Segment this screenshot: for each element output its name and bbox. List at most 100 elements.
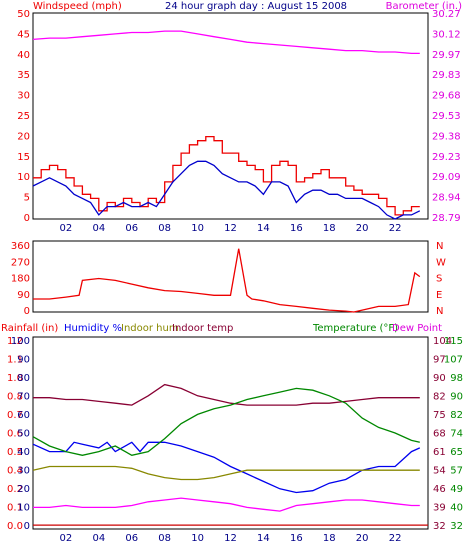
rainfall-tick-label: 0.0: [7, 521, 23, 532]
indoor-temp-tick-label: 75: [433, 410, 446, 421]
temperature-tick-label: 57: [450, 466, 463, 477]
barometer-line: [32, 30, 420, 55]
temperature-tick-labels: 32 40 49 57 65 74 82 90 98 107 115: [444, 336, 463, 532]
humidity-tick-label: 0: [24, 521, 30, 532]
windspeed-tick-label: 25: [17, 111, 30, 122]
time-tick-label-bottom: 14: [257, 533, 270, 544]
compass-tick-label: S: [436, 274, 442, 285]
time-tick-label-bottom: 12: [224, 533, 237, 544]
compass-tick-label: N: [436, 306, 443, 317]
rainfall-tick-labels: 0.0 0.1 0.2 0.4 0.5 0.6 0.7 0.8 1.0 1.1 1.2: [7, 336, 23, 532]
indoor-temp-tick-label: 54: [433, 466, 446, 477]
wind-panel-series: [32, 30, 421, 220]
time-tick-label: 16: [290, 223, 303, 234]
windspeed-tick-label: 15: [17, 152, 30, 163]
temperature-tick-label: 74: [450, 429, 463, 440]
time-tick-label-bottom: 06: [125, 533, 138, 544]
barometer-tick-label: 30.27: [432, 9, 461, 20]
rainfall-tick-label: 0.4: [7, 466, 23, 477]
windspeed-tick-label: 20: [17, 131, 30, 142]
indoor_temp-line: [33, 383, 420, 406]
windspeed-tick-label: 45: [17, 29, 30, 40]
rainfall-axis-label: Rainfall (in): [1, 323, 58, 334]
rainfall-tick-label: 1.0: [7, 373, 23, 384]
temperature-tick-label: 82: [450, 410, 463, 421]
indoor-temp-tick-label: 90: [433, 373, 446, 384]
compass-tick-label: N: [436, 241, 443, 252]
time-tick-label: 02: [60, 223, 73, 234]
time-tick-label: 04: [92, 223, 105, 234]
indoor-temp-tick-label: 104: [433, 336, 452, 347]
humidity-tick-label: 30: [17, 466, 30, 477]
windspeed-axis-label: Windspeed (mph): [33, 1, 122, 12]
temperature-tick-label: 98: [450, 373, 463, 384]
direction-degree-tick-label: 360: [11, 241, 30, 252]
rainfall-tick-label: 0.6: [7, 429, 23, 440]
rainfall-tick-label: 1.2: [7, 336, 23, 347]
barometer-tick-label: 28.94: [432, 193, 461, 204]
rainfall-tick-label: 1.1: [7, 355, 23, 366]
rainfall-tick-label: 0.1: [7, 503, 23, 514]
windspeed-tick-label: 30: [17, 91, 30, 102]
barometer-tick-label: 29.68: [432, 91, 461, 102]
barometer-tick-label: 29.38: [432, 131, 461, 142]
humidity-tick-label: 70: [17, 392, 30, 403]
indoor-temp-tick-label: 61: [433, 447, 446, 458]
humidity-tick-labels: 0 10 20 30 40 50 60 70 80 90 100: [11, 336, 30, 532]
time-tick-label: 08: [158, 223, 171, 234]
windspeed-tick-label: 10: [17, 172, 30, 183]
indoor-temp-tick-label: 46: [433, 484, 446, 495]
compass-tick-label: E: [436, 290, 442, 301]
temperature-tick-label: 49: [450, 484, 463, 495]
humidity-tick-label: 100: [11, 336, 30, 347]
barometer-tick-label: 30.12: [432, 29, 461, 40]
wind-panel-frame: [32, 12, 429, 220]
barometer-tick-label: 29.83: [432, 70, 461, 81]
time-tick-label: 18: [323, 223, 336, 234]
humidity-tick-label: 80: [17, 373, 30, 384]
indoor-temp-tick-labels: 32 39 46 54 61 68 75 82 90 97 104: [433, 336, 452, 532]
windspeed-tick-labels: 0 5 10 15 20 25 30 35 40 45 50: [17, 9, 30, 224]
windspeed-tick-label: 40: [17, 50, 30, 61]
time-tick-label-bottom: 10: [191, 533, 204, 544]
time-tick-label-bottom: 18: [323, 533, 336, 544]
temperature-tick-label: 90: [450, 392, 463, 403]
dew-point-axis-label: Dew Point: [392, 323, 442, 334]
barometer-tick-label: 28.79: [432, 213, 461, 224]
rainfall-tick-label: 0.2: [7, 484, 23, 495]
temperature-axis-label: Temperature (°F): [312, 323, 398, 334]
time-tick-label: 22: [389, 223, 402, 234]
direction-degree-tick-label: 180: [11, 274, 30, 285]
rainfall-tick-label: 0.7: [7, 410, 23, 421]
direction-degree-tick-label: 90: [17, 290, 30, 301]
wind-direction-line: [33, 248, 421, 313]
indoor-temp-tick-label: 82: [433, 392, 446, 403]
time-tick-label-bottom: 04: [92, 533, 105, 544]
direction-panel-frame: [32, 240, 429, 313]
direction-degree-tick-label: 0: [24, 306, 30, 317]
windspeed-tick-label: 50: [17, 9, 30, 20]
indoor-humidity-axis-label: Indoor hum: [121, 323, 179, 334]
indoor_hum-line: [32, 465, 420, 481]
indoor-temp-tick-label: 68: [433, 429, 446, 440]
humidity-temp-panel-frame: [32, 336, 429, 530]
temperature-line: [32, 387, 420, 456]
time-tick-label-bottom: 02: [60, 533, 73, 544]
temperature-tick-label: 107: [444, 355, 463, 366]
barometer-tick-labels: 28.79 28.94 29.09 29.23 29.38 29.53 29.68 29.83…: [432, 9, 461, 224]
temperature-tick-label: 32: [450, 521, 463, 532]
humidity-tick-label: 20: [17, 484, 30, 495]
humidity-axis-label: Humidity %: [64, 323, 122, 334]
time-tick-label-bottom: 20: [356, 533, 369, 544]
dew_point-line: [33, 497, 420, 512]
wind-gust-line: [33, 135, 420, 216]
barometer-axis-label: Barometer (in.): [386, 1, 462, 12]
chart-title: 24 hour graph day : August 15 2008: [165, 1, 347, 12]
temperature-tick-label: 65: [450, 447, 463, 458]
time-tick-labels: 02 04 06 08 10 12 14 16 18 20 22: [60, 223, 402, 234]
time-tick-label-bottom: 22: [389, 533, 402, 544]
humidity-temp-panel-series: [32, 383, 428, 526]
time-tick-label: 12: [224, 223, 237, 234]
time-tick-labels-bottom: 02 04 06 08 10 12 14 16 18 20 22: [60, 533, 402, 544]
